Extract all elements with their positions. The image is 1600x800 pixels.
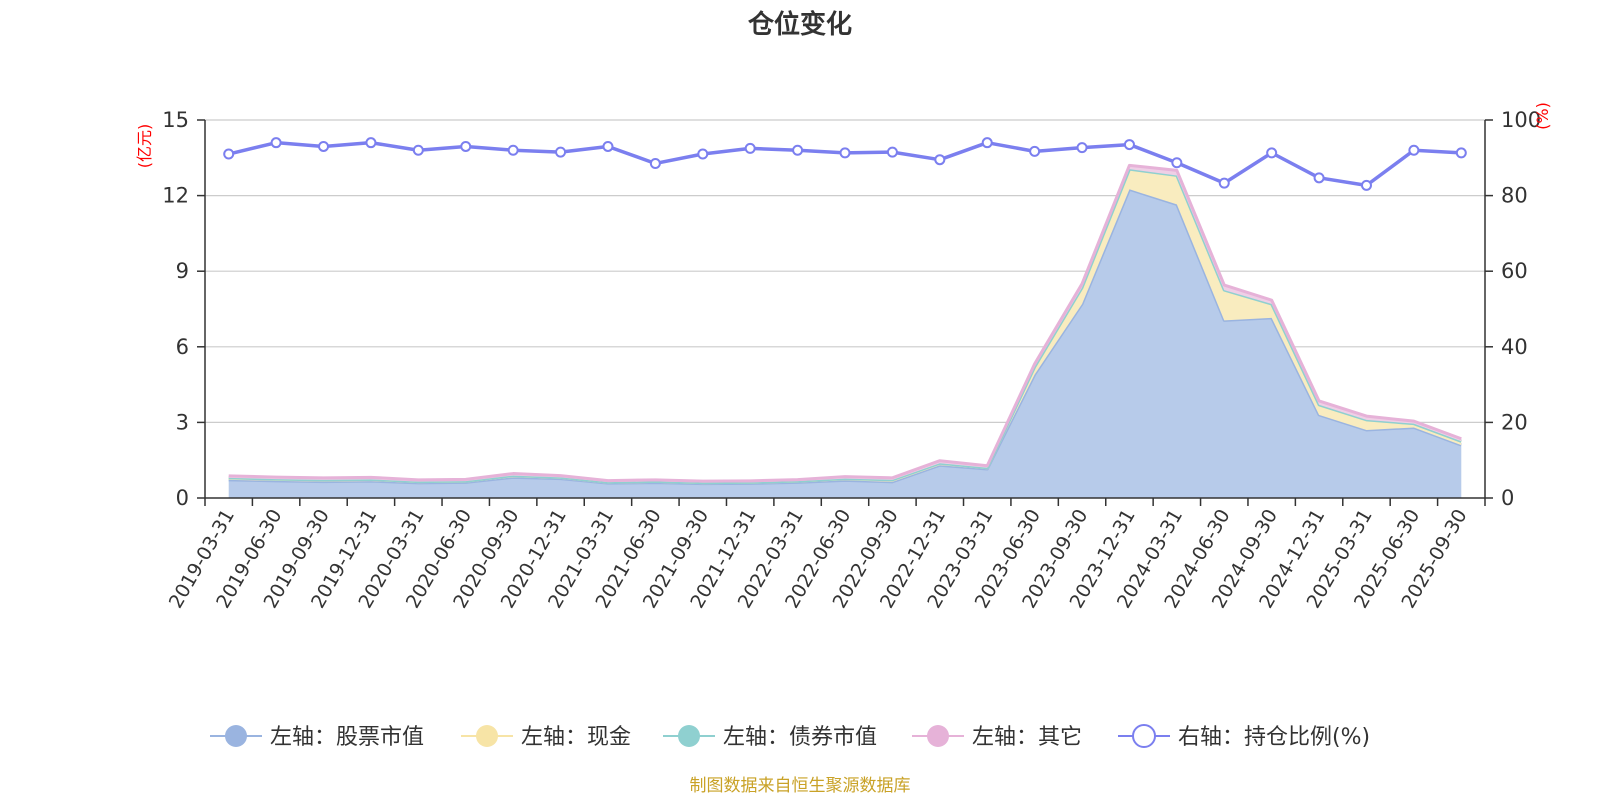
ratio-point (460, 140, 472, 152)
left-tick-label: 6 (176, 335, 189, 359)
ratio-point (318, 140, 330, 152)
left-axis-unit: (亿元) (135, 124, 154, 169)
right-axis-ticks: 0 20 40 60 80 100 (1485, 108, 1541, 510)
left-axis-ticks: 0 3 6 9 12 15 (162, 108, 205, 510)
ratio-point (697, 148, 709, 160)
axes (204, 120, 1486, 499)
right-tick-label: 100 (1501, 108, 1541, 132)
legend-item: 左轴：其它 (912, 725, 1082, 750)
ratio-point (1266, 147, 1278, 159)
ratio-point (1123, 139, 1135, 151)
data-source-note: 制图数据来自恒生聚源数据库 (690, 776, 911, 796)
ratio-point (223, 148, 235, 160)
right-tick-label: 80 (1501, 184, 1528, 208)
ratio-point (792, 144, 804, 156)
ratio-point (507, 144, 519, 156)
ratio-point (934, 154, 946, 166)
ratio-point (839, 147, 851, 159)
area-edge-左轴：其它 (228, 163, 1462, 483)
right-tick-label: 0 (1501, 486, 1514, 510)
ratio-point (1313, 172, 1325, 184)
legend-marker (476, 725, 498, 747)
area-左轴：股票市值 (228, 189, 1462, 499)
ratio-point (270, 137, 282, 149)
ratio-point (555, 146, 567, 158)
ratio-point (649, 157, 661, 169)
chart-title: 仓位变化 (747, 9, 852, 40)
legend-label: 左轴：债券市值 (723, 725, 877, 750)
right-tick-label: 60 (1501, 259, 1528, 283)
legend-label: 右轴：持仓比例(%) (1178, 725, 1370, 750)
legend-marker (927, 725, 949, 747)
right-tick-label: 40 (1501, 335, 1528, 359)
ratio-point (365, 137, 377, 149)
ratio-point (412, 144, 424, 156)
left-tick-label: 0 (176, 486, 189, 510)
ratio-point (602, 140, 614, 152)
stacked-areas (228, 163, 1462, 499)
left-tick-label: 15 (162, 108, 189, 132)
legend-item: 左轴：股票市值 (210, 725, 424, 750)
ratio-point (1408, 144, 1420, 156)
legend-marker (1132, 724, 1156, 748)
ratio-point (1029, 145, 1041, 157)
ratio-point (886, 146, 898, 158)
ratio-point (1360, 179, 1372, 191)
right-tick-label: 20 (1501, 410, 1528, 434)
ratio-point (1455, 147, 1467, 159)
legend-label: 左轴：其它 (972, 725, 1082, 750)
x-axis-ticks: 2019-03-312019-06-302019-09-302019-12-31… (165, 498, 1486, 612)
left-tick-label: 12 (162, 184, 189, 208)
legend-label: 左轴：现金 (521, 725, 631, 750)
ratio-point (1076, 142, 1088, 154)
legend-label: 左轴：股票市值 (270, 725, 424, 750)
legend-marker (678, 725, 700, 747)
legend-item: 左轴：现金 (461, 725, 631, 750)
legend-item: 右轴：持仓比例(%) (1118, 724, 1370, 750)
legend-item: 左轴：债券市值 (663, 725, 877, 750)
ratio-point (1171, 157, 1183, 169)
left-tick-label: 9 (176, 259, 189, 283)
legend: 左轴：股票市值 左轴：现金 左轴：债券市值 左轴：其它 右轴：持仓比例(%) (210, 724, 1370, 750)
right-axis-unit: (%) (1533, 102, 1552, 130)
ratio-point (744, 142, 756, 154)
ratio-point (981, 137, 993, 149)
legend-marker (225, 725, 247, 747)
left-tick-label: 3 (176, 410, 189, 434)
position-ratio-line (223, 137, 1467, 191)
ratio-point (1218, 177, 1230, 189)
